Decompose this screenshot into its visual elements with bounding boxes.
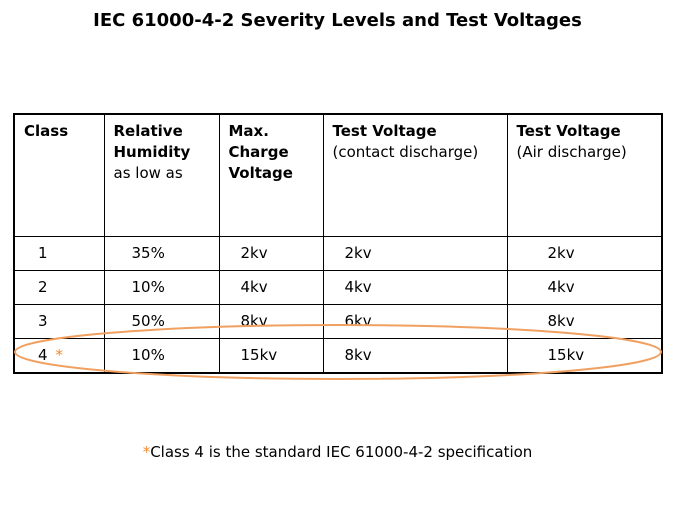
cell-text: 10% [131, 346, 165, 364]
row: 2 10% 4kv 4kv 4kv [13, 269, 663, 305]
cell-text: 10% [131, 278, 165, 296]
cell-text: 4 [38, 346, 48, 364]
header-cell: Test Voltage (contact discharge) [322, 113, 508, 237]
header-note: (Air discharge) [516, 143, 627, 161]
header-note: (contact discharge) [332, 143, 479, 161]
cell-text: 8kv [344, 346, 372, 364]
cell: 8kv [218, 303, 324, 339]
cell-text: 8kv [547, 312, 575, 330]
cell: 10% [103, 337, 220, 373]
cell: 8kv [506, 303, 663, 339]
cell-text: 50% [131, 312, 165, 330]
cell-text: 4kv [547, 278, 575, 296]
header-row: Class Relative Humidity as low as Max. Char… [13, 113, 663, 237]
cell-text: 4kv [240, 278, 268, 296]
row: 3 50% 8kv 6kv 8kv [13, 303, 663, 339]
header-note: as low as [113, 164, 183, 182]
cell: 8kv [322, 337, 508, 373]
row: 4 * 10% 15kv 8kv 15kv [13, 337, 663, 373]
header-bold: Test Voltage [516, 122, 621, 140]
header-cell: Max. Charge Voltage [218, 113, 324, 237]
cell-text: 35% [131, 244, 165, 262]
header-cell: Test Voltage (Air discharge) [506, 113, 663, 237]
cell: 4kv [218, 269, 324, 305]
footnote-marker: * [142, 443, 151, 461]
cell-text: 2 [38, 278, 48, 296]
header-bold: Test Voltage [332, 122, 437, 140]
cell: 3 [13, 303, 105, 339]
cell-text: 3 [38, 312, 48, 330]
cell-text: 15kv [240, 346, 278, 364]
title: IEC 61000-4-2 Severity Levels and Test V… [93, 10, 582, 31]
footnote: *Class 4 is the standard IEC 61000-4-2 s… [0, 443, 675, 461]
cell-text: 2kv [547, 244, 575, 262]
cell-text: 2kv [344, 244, 372, 262]
cell: 4kv [322, 269, 508, 305]
highlight-ellipse [14, 324, 662, 380]
class-marker: * [55, 346, 64, 364]
cell-text: 2kv [240, 244, 268, 262]
table: Class Relative Humidity as low as Max. Char… [13, 113, 663, 374]
cell: 35% [103, 235, 220, 271]
header-bold: Max. Charge Voltage [228, 122, 293, 182]
cell-text: 4kv [344, 278, 372, 296]
cell-text: 15kv [547, 346, 585, 364]
header-cell: Class [13, 113, 105, 237]
footnote-text: Class 4 is the standard IEC 61000-4-2 sp… [150, 443, 533, 461]
row: 1 35% 2kv 2kv 2kv [13, 235, 663, 271]
cell: 15kv [218, 337, 324, 373]
header-bold: Class [24, 122, 69, 140]
cell: 2kv [218, 235, 324, 271]
cell: 15kv [506, 337, 663, 373]
cell: 2kv [506, 235, 663, 271]
cell-text: 1 [38, 244, 48, 262]
header-bold: Relative Humidity [113, 122, 191, 161]
header-cell: Relative Humidity as low as [103, 113, 220, 237]
cell: 1 [13, 235, 105, 271]
cell: 4kv [506, 269, 663, 305]
